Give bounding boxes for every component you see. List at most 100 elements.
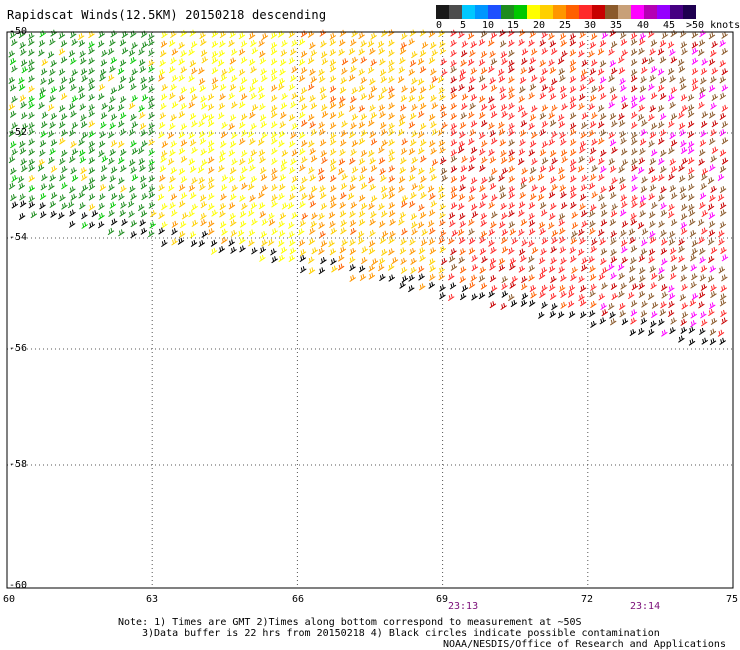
wind-barb [28,65,35,73]
wind-barb [450,122,458,131]
wind-barb [259,114,267,122]
wind-barb [387,263,395,271]
colorbar-segment [514,5,527,19]
wind-barb [351,113,359,121]
wind-barb [60,40,68,48]
wind-barb [117,120,125,128]
wind-barb [699,327,706,336]
wind-barb [28,49,35,57]
wind-barb [417,131,425,139]
wind-barb [529,166,537,174]
lon-tick-69: 69 [436,594,449,605]
wind-barb [668,285,675,293]
wind-barb [549,212,556,221]
wind-barb [480,67,488,75]
wind-barb [450,49,457,58]
wind-barb [370,32,377,40]
wind-barb [11,175,18,183]
wind-barb [548,164,556,173]
wind-barb [131,121,139,129]
wind-barb [488,175,495,183]
wind-barb [549,93,557,101]
wind-barb [28,138,35,146]
wind-barb [120,148,127,156]
wind-barb [609,318,617,326]
wind-barb [329,132,337,140]
wind-barb [618,56,625,64]
wind-barb [710,291,717,299]
wind-barb [717,173,725,182]
wind-barb [299,148,306,156]
wind-barb [700,283,708,291]
wind-barb [521,48,529,56]
wind-barb [588,129,596,137]
wind-barb [430,173,437,182]
wind-barb [340,192,347,200]
wind-barb [698,101,705,109]
wind-barb [580,69,588,77]
wind-barb [450,155,458,163]
wind-barb [130,193,137,201]
wind-barb [288,83,296,91]
wind-barb [558,219,566,227]
wind-barb [560,301,567,309]
wind-barb [471,293,478,301]
wind-barb [638,267,646,275]
wind-barb [631,131,638,140]
wind-barb [709,194,716,202]
lat-tick-56: -56 [9,343,28,354]
wind-barb [160,40,168,48]
wind-barb [88,167,96,175]
wind-barb [300,119,308,127]
wind-barb [699,86,706,94]
wind-barb [257,138,265,146]
wind-barb [621,201,628,209]
wind-barb [67,201,75,209]
wind-barb [360,93,368,101]
wind-barb [650,65,658,74]
wind-barb [669,158,677,166]
wind-barb [471,254,478,263]
wind-barb [251,218,258,226]
wind-barb [11,65,18,73]
colorbar-segment [553,5,566,19]
wind-barb [378,146,385,154]
wind-barb [88,203,96,211]
wind-barb [591,191,598,199]
wind-barb [410,139,417,147]
wind-barb [468,218,475,226]
wind-barb [508,221,516,229]
wind-barb [658,174,665,182]
wind-barb [320,240,328,248]
wind-barb [659,76,667,84]
wind-barb [170,83,177,91]
wind-barb [350,39,357,47]
wind-barb [278,254,285,262]
wind-barb [337,111,345,119]
colorbar-segment [683,5,696,19]
wind-barb [570,237,578,245]
wind-barb [68,102,76,111]
wind-barb [489,257,497,266]
wind-barb [77,33,85,41]
wind-barb [707,275,715,283]
wind-barb [611,203,618,211]
wind-barb [9,84,17,92]
wind-barb [719,202,727,210]
wind-barb [401,228,408,236]
wind-barb [708,111,716,119]
wind-barb [607,263,615,271]
wind-barb [589,220,596,228]
wind-barb [71,38,78,46]
wind-barb [680,41,688,49]
wind-barb [217,59,225,67]
wind-barb [20,101,27,109]
wind-barb [461,102,468,111]
wind-barb [207,156,215,164]
wind-barb [388,29,395,37]
wind-barb [559,236,566,244]
wind-barb [569,112,577,120]
wind-barb [408,200,416,208]
wind-barb [519,139,526,147]
wind-barb [8,50,15,58]
